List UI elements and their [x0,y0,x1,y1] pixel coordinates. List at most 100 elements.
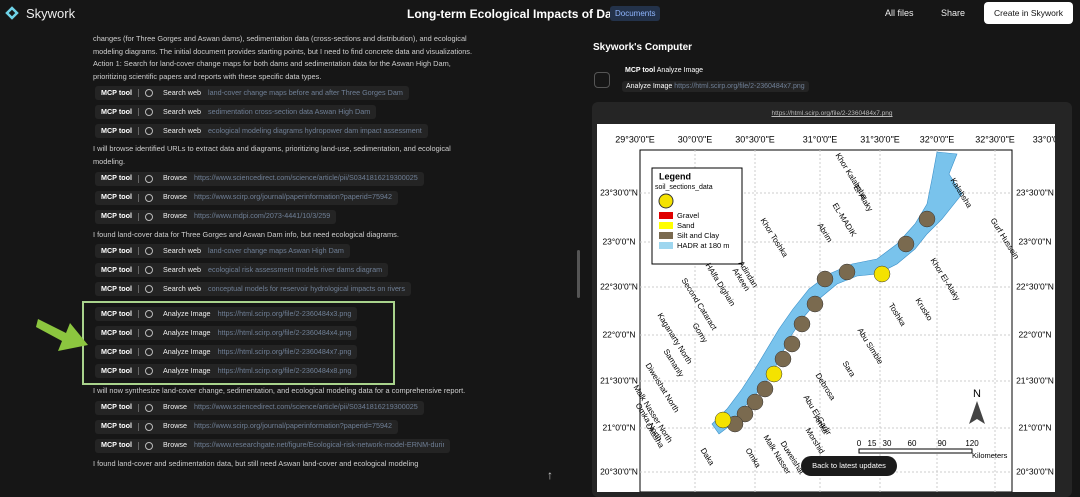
scale-label: 90 [938,439,947,448]
sample-site [765,365,783,383]
message: I will browse identified URLs to extract… [93,144,451,166]
tool-action: Browse [163,421,187,431]
north: N [973,388,981,400]
tool-detail: https://www.researchgate.net/figure/Ecol… [193,440,444,450]
scale-label: 30 [883,439,892,448]
step-icon [594,72,610,88]
tool-action: Search web [163,107,201,117]
tool-call[interactable]: MCP tool Search web conceptual models for … [95,282,411,297]
tool-call[interactable]: MCP tool Browse https://www.sciencedirect.… [95,171,424,186]
tool-action: Browse [163,192,187,202]
separator [138,89,140,98]
tool-call[interactable]: MCP tool Analyze Image https://html.scirp.… [95,364,358,379]
tool-icon [145,367,154,376]
separator [138,127,140,136]
lon-label: 31°0'0"E [803,134,838,144]
sample-site [736,405,754,423]
sample-site [783,335,801,353]
tool-detail: https://www.sciencedirect.com/science/ar… [193,402,418,412]
tool-row: MCP tool Search web land-cover change maps… [93,86,478,105]
lat-label: 23°30'0"N [1016,187,1054,197]
tool-action: Analyze Image [163,346,211,356]
tool-row: MCP tool Search web conceptual models for … [93,282,478,301]
lon-label: 32°0'0"E [920,134,955,144]
scrollbar[interactable] [577,250,580,298]
step-url: https://html.scirp.org/file/2-2360484x7.… [674,83,805,90]
logo[interactable]: Skywork [26,6,76,21]
tool-detail: sedimentation cross-section data Aswan H… [207,107,371,117]
lat-label: 23°30'0"N [600,187,638,197]
separator [138,367,140,376]
lat-label: 21°30'0"N [1016,375,1054,385]
tool-row: MCP tool Search web land-cover change maps… [93,244,478,263]
tool-call[interactable]: MCP tool Analyze Image https://html.scirp.… [95,326,358,341]
tool-name: MCP tool [101,365,133,375]
lat-label: 20°30'0"N [1016,466,1054,476]
tool-name: MCP tool [101,308,133,318]
tool-action: Browse [163,173,187,183]
message: changes (for Three Gorges and Aswan dams… [93,34,473,81]
sample-site [838,263,856,281]
tool-name: MCP tool [101,88,133,98]
tool-action: Browse [163,211,187,221]
lat-label: 22°0'0"N [602,329,635,339]
separator [138,212,140,221]
tool-call[interactable]: MCP tool Search web sedimentation cross-se… [95,105,377,120]
scale-label: 15 [868,439,877,448]
message: I will now synthesize land-cover change,… [93,386,466,396]
tool-call[interactable]: MCP tool Browse https://www.sciencedirect.… [95,400,424,415]
all-files[interactable]: All files [885,8,914,18]
doc-title: Long-term Ecological Impacts of Dams [407,7,630,21]
tool-call[interactable]: MCP tool Browse https://www.scirp.org/jour… [95,190,398,205]
tool-call[interactable]: MCP tool Search web land-cover change maps… [95,244,350,259]
tool-row: MCP tool Search web sedimentation cross-se… [93,105,478,124]
message: I found land-cover data for Three Gorges… [93,229,399,239]
lat-label: 22°30'0"N [1016,281,1054,291]
separator [138,266,140,275]
tool-name: MCP tool [101,126,133,136]
tool-action: Search web [163,245,201,255]
tool-call[interactable]: MCP tool Search web land-cover change maps… [95,86,409,101]
tool-call[interactable]: MCP tool Search web ecological risk assess… [95,263,389,278]
scroll-up[interactable]: ↑ [547,468,553,482]
tool-icon [145,127,154,136]
tool-row: MCP tool Browse https://www.scirp.org/jour… [93,419,478,439]
lat-label: 22°30'0"N [600,281,638,291]
share[interactable]: Share [941,8,966,18]
tool-icon [145,247,154,256]
tool-name: MCP tool [101,346,133,356]
tool-call[interactable]: MCP tool Browse https://www.researchgate.n… [95,438,450,453]
tool-name: MCP tool [101,421,133,431]
legend-swatch [659,242,673,249]
tool-call[interactable]: MCP tool Analyze Image https://html.scirp.… [95,345,358,360]
tool-call[interactable]: MCP tool Browse https://www.mdpi.com/2073-… [95,209,337,224]
tool-call[interactable]: MCP tool Browse https://www.scirp.org/jour… [95,419,398,434]
tool-call[interactable]: MCP tool Search web ecological modeling di… [95,124,428,139]
tool-call[interactable]: MCP tool Analyze Image https://html.scirp.… [95,307,358,322]
tool-detail: conceptual models for reservoir hydrolog… [207,283,405,293]
map-image: 29°30'0"E 30°0'0"E 30°30'0"E 31°0'0"E 31°30'… [597,124,1055,492]
north-arrow [969,401,985,424]
tool-name: MCP tool [101,173,133,183]
tool-icon [145,108,154,117]
step-tool: MCP tool Analyze Image [625,67,703,74]
message: I found land-cover and sedimentation dat… [93,458,419,468]
highlight: MCP tool Analyze Image https://html.scirp.… [82,301,395,386]
tool-icon [145,329,154,338]
tool-detail: https://html.scirp.org/file/2-2360484x4.… [217,327,352,337]
tool-detail: https://www.scirp.org/journal/paperinfor… [193,192,392,202]
sample-site [714,411,732,429]
tool-name: MCP tool [101,211,133,221]
separator [138,329,140,338]
tool-action: Search web [163,88,201,98]
sample-site [918,210,936,228]
sample-site [873,265,891,283]
logo-icon [5,6,19,20]
tool-action: Analyze Image [163,327,211,337]
tool-row: MCP tool Analyze Image https://html.scirp.… [93,307,393,326]
sample-site [806,295,824,313]
back-button[interactable]: Back to latest updates [801,456,897,476]
tool-detail: https://www.sciencedirect.com/science/ar… [193,173,418,183]
badge[interactable]: Documents [610,6,661,21]
create-button[interactable]: Create in Skywork [984,2,1073,24]
